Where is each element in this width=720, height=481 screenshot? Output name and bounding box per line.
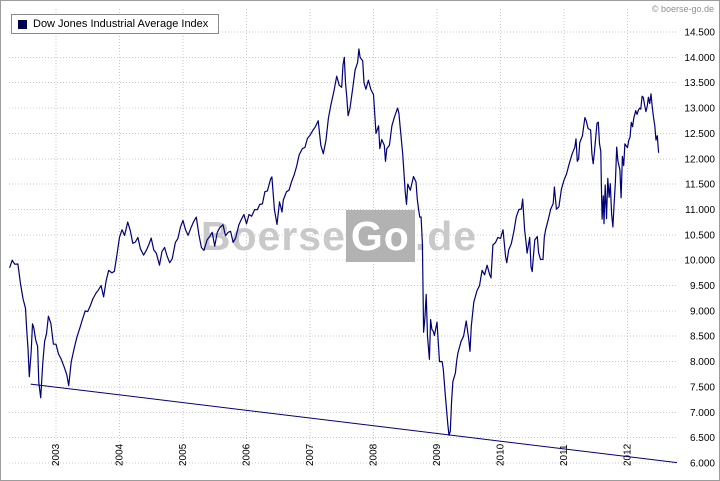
watermark: Boerse Go .de [1,210,677,262]
copyright-text: © boerse-go.de [651,4,714,14]
watermark-text-post: .de [414,213,478,259]
y-tick-label: 9.500 [690,281,715,292]
x-tick-label: 2003 [51,443,62,466]
x-tick-label: 2012 [623,443,634,466]
legend-label: Dow Jones Industrial Average Index [33,18,209,30]
y-tick-label: 11.500 [685,180,715,191]
legend: Dow Jones Industrial Average Index [11,14,220,34]
x-tick-label: 2010 [496,443,507,466]
y-tick-label: 14.000 [684,53,715,64]
y-tick-label: 7.000 [690,408,715,419]
watermark-highlight: Go [345,210,415,262]
y-tick-label: 12.500 [684,129,715,140]
x-tick-label: 2005 [178,443,189,466]
y-tick-label: 10.500 [684,230,715,241]
y-tick-label: 8.500 [690,332,715,343]
y-tick-label: 10.000 [684,256,715,267]
y-tick-label: 9.000 [690,306,715,317]
watermark-text-pre: Boerse [200,213,346,259]
y-tick-label: 13.500 [684,78,715,89]
y-tick-label: 6.500 [690,433,715,444]
legend-series-marker [18,19,27,29]
y-tick-label: 14.500 [684,28,715,39]
y-tick-label: 8.000 [690,357,715,368]
x-tick-label: 2006 [242,443,253,466]
x-tick-label: 2009 [432,443,443,466]
x-tick-label: 2011 [559,444,570,466]
y-tick-label: 7.500 [690,382,715,393]
x-tick-label: 2004 [115,443,126,466]
trend-line [30,383,678,464]
x-tick-label: 2007 [305,443,316,466]
y-tick-label: 12.000 [684,154,715,165]
y-tick-label: 11.000 [685,205,715,216]
x-tick-label: 2008 [369,443,380,466]
y-tick-label: 13.000 [684,104,715,115]
price-line [9,48,660,436]
y-tick-label: 6.000 [690,459,715,470]
